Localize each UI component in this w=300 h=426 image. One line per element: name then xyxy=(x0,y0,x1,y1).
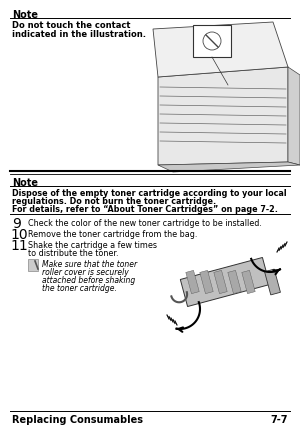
Text: Shake the cartridge a few times: Shake the cartridge a few times xyxy=(28,240,157,249)
Text: regulations. Do not burn the toner cartridge.: regulations. Do not burn the toner cartr… xyxy=(12,196,216,205)
FancyBboxPatch shape xyxy=(193,26,231,58)
Polygon shape xyxy=(158,163,300,173)
Text: attached before shaking: attached before shaking xyxy=(42,275,135,284)
Text: Do not touch the contact: Do not touch the contact xyxy=(12,21,130,30)
Polygon shape xyxy=(214,271,227,294)
Text: Make sure that the toner: Make sure that the toner xyxy=(42,259,137,268)
Polygon shape xyxy=(288,68,300,166)
Polygon shape xyxy=(265,270,281,295)
Text: 10: 10 xyxy=(10,227,28,242)
Text: 7-7: 7-7 xyxy=(271,414,288,424)
Polygon shape xyxy=(200,271,213,294)
Text: 9: 9 xyxy=(12,216,21,230)
Text: 11: 11 xyxy=(10,239,28,253)
Polygon shape xyxy=(158,68,288,166)
Polygon shape xyxy=(242,271,255,294)
Polygon shape xyxy=(153,23,288,78)
Polygon shape xyxy=(180,258,270,307)
Text: Remove the toner cartridge from the bag.: Remove the toner cartridge from the bag. xyxy=(28,230,197,239)
Text: Note: Note xyxy=(12,178,38,187)
Text: Check the color of the new toner cartridge to be installed.: Check the color of the new toner cartrid… xyxy=(28,219,262,227)
Text: indicated in the illustration.: indicated in the illustration. xyxy=(12,30,146,39)
Text: roller cover is securely: roller cover is securely xyxy=(42,268,129,276)
Text: Replacing Consumables: Replacing Consumables xyxy=(12,414,143,424)
Text: Dispose of the empty toner cartridge according to your local: Dispose of the empty toner cartridge acc… xyxy=(12,189,286,198)
Text: the toner cartridge.: the toner cartridge. xyxy=(42,283,117,292)
Polygon shape xyxy=(186,271,199,294)
FancyBboxPatch shape xyxy=(28,259,38,271)
Polygon shape xyxy=(228,271,241,294)
Text: Note: Note xyxy=(12,10,38,20)
Text: to distribute the toner.: to distribute the toner. xyxy=(28,248,118,257)
Text: For details, refer to “About Toner Cartridges” on page 7-2.: For details, refer to “About Toner Cartr… xyxy=(12,204,278,213)
